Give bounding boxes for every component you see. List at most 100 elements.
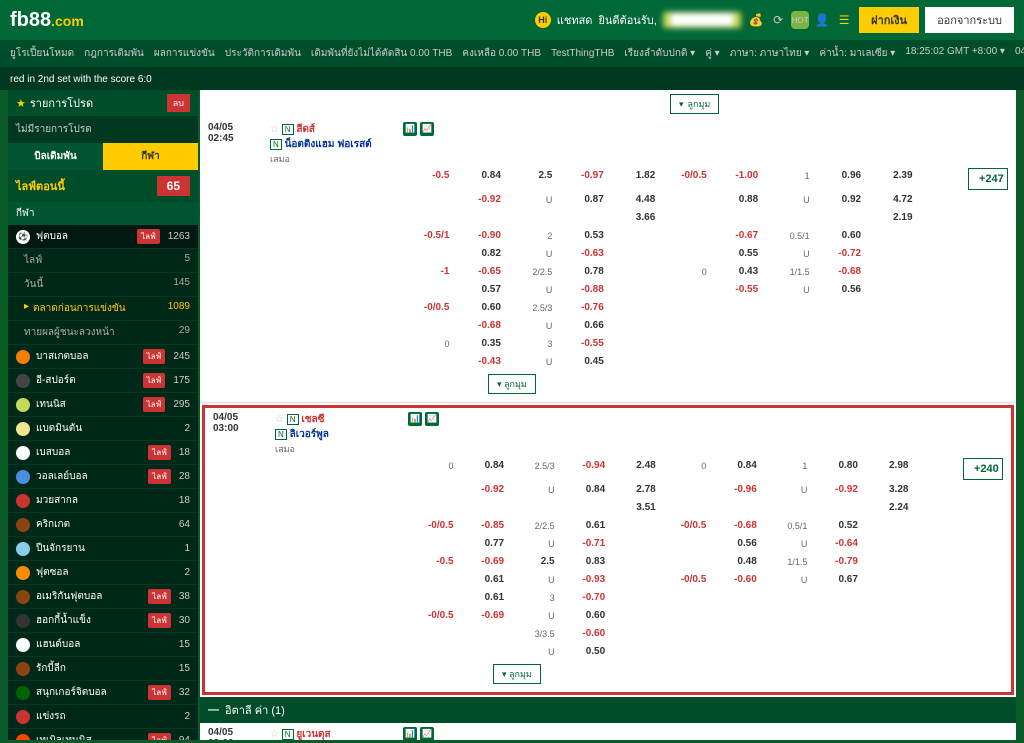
stat-icon[interactable]: 📈 [420, 727, 434, 740]
wallet-icon[interactable]: 💰 [747, 11, 765, 29]
odds-cell[interactable] [608, 300, 657, 316]
odds-cell[interactable] [458, 644, 507, 660]
odds-cell[interactable] [761, 626, 810, 642]
odds-cell[interactable] [761, 590, 810, 606]
deposit-button[interactable]: ฝากเงิน [859, 7, 919, 33]
sidebar-sport-item[interactable]: สนุกเกอร์จิตบอลไลฟ์32 [8, 681, 198, 705]
odds-cell[interactable]: 0.78 [556, 264, 605, 280]
odds-cell[interactable]: -0.68 [710, 518, 759, 534]
sidebar-sport-item[interactable]: เทเบิลเทนนิสไลฟ์94 [8, 729, 198, 740]
odds-cell[interactable]: 4.48 [608, 192, 657, 208]
odds-cell[interactable]: 3 [508, 590, 557, 606]
odds-cell[interactable]: U [505, 318, 554, 334]
odds-cell[interactable]: 2.5/3 [505, 300, 554, 316]
odds-cell[interactable] [609, 608, 658, 624]
more-bets-button[interactable]: +247 [968, 168, 1008, 190]
odds-cell[interactable]: 2.24 [862, 500, 911, 516]
odds-cell[interactable]: -0.76 [556, 300, 605, 316]
more-bets-button[interactable]: +240 [963, 458, 1003, 480]
odds-cell[interactable]: 2.39 [865, 168, 914, 184]
sidebar-sport-item[interactable]: เบสบอลไลฟ์18 [8, 441, 198, 465]
nav-item[interactable]: ผลการแข่งขัน [154, 46, 215, 61]
odds-cell[interactable]: -0.43 [453, 354, 502, 370]
odds-cell[interactable]: -0.79 [811, 554, 860, 570]
odds-cell[interactable]: -0/0.5 [660, 518, 709, 534]
odds-cell[interactable]: 3.51 [609, 500, 658, 516]
odds-cell[interactable]: 2/2.5 [508, 518, 557, 534]
odds-cell[interactable]: 1 [762, 168, 811, 184]
stat-icon[interactable]: 📊 [403, 727, 417, 740]
odds-cell[interactable]: 0.43 [711, 264, 760, 280]
odds-cell[interactable]: -0/0.5 [407, 608, 456, 624]
odds-cell[interactable] [659, 210, 708, 226]
odds-cell[interactable] [402, 318, 451, 334]
odds-cell[interactable] [912, 482, 961, 498]
odds-cell[interactable] [917, 300, 966, 316]
odds-cell[interactable]: U [761, 482, 810, 498]
odds-cell[interactable]: -0/0.5 [660, 572, 709, 588]
odds-cell[interactable] [608, 264, 657, 280]
odds-cell[interactable] [814, 210, 863, 226]
odds-cell[interactable]: U [505, 354, 554, 370]
odds-cell[interactable] [711, 318, 760, 334]
odds-cell[interactable] [814, 318, 863, 334]
odds-cell[interactable]: 0.55 [711, 246, 760, 262]
nav-item[interactable]: กฎการเดิมพัน [84, 46, 144, 61]
odds-cell[interactable]: -0.93 [559, 572, 608, 588]
sidebar-sport-item[interactable]: ปืนจักรยาน1 [8, 537, 198, 561]
odds-cell[interactable]: 0.35 [453, 336, 502, 352]
odds-cell[interactable] [660, 536, 709, 552]
odds-cell[interactable] [711, 336, 760, 352]
nav-sort[interactable]: เรียงลำดับปกติ ▾ [624, 46, 695, 61]
odds-cell[interactable]: 3.66 [608, 210, 657, 226]
odds-cell[interactable]: 0.57 [453, 282, 502, 298]
odds-cell[interactable]: -0.72 [814, 246, 863, 262]
odds-cell[interactable] [660, 608, 709, 624]
odds-cell[interactable] [865, 246, 914, 262]
odds-cell[interactable]: 0.60 [559, 608, 608, 624]
odds-cell[interactable] [659, 336, 708, 352]
odds-cell[interactable] [761, 644, 810, 660]
odds-cell[interactable] [912, 626, 961, 642]
odds-cell[interactable]: 0 [659, 264, 708, 280]
odds-cell[interactable] [659, 300, 708, 316]
user-icon[interactable]: 👤 [813, 11, 831, 29]
odds-cell[interactable]: 1/1.5 [761, 554, 810, 570]
odds-cell[interactable] [407, 626, 456, 642]
odds-cell[interactable]: 4.72 [865, 192, 914, 208]
sidebar-sport-item[interactable]: แข่งรถ2 [8, 705, 198, 729]
sidebar-sub-item[interactable]: ไลฟ์5 [8, 249, 198, 273]
odds-cell[interactable] [660, 644, 709, 660]
odds-cell[interactable] [865, 354, 914, 370]
odds-cell[interactable]: -0.85 [458, 518, 507, 534]
odds-cell[interactable]: 0.53 [556, 228, 605, 244]
odds-cell[interactable]: 2.19 [865, 210, 914, 226]
odds-cell[interactable]: -0.90 [453, 228, 502, 244]
odds-cell[interactable] [814, 354, 863, 370]
tab-sports[interactable]: กีฬา [103, 143, 198, 170]
odds-cell[interactable] [608, 228, 657, 244]
odds-cell[interactable] [711, 210, 760, 226]
odds-cell[interactable] [862, 590, 911, 606]
odds-cell[interactable] [407, 590, 456, 606]
odds-cell[interactable] [865, 336, 914, 352]
fav-star-icon[interactable]: ☆ [275, 414, 284, 425]
odds-cell[interactable]: U [762, 282, 811, 298]
odds-cell[interactable] [862, 626, 911, 642]
odds-cell[interactable]: 2.48 [609, 458, 658, 474]
logout-button[interactable]: ออกจากระบบ [925, 7, 1014, 33]
odds-cell[interactable]: 0.61 [458, 572, 507, 588]
odds-cell[interactable]: -0.63 [556, 246, 605, 262]
odds-cell[interactable]: 3 [505, 336, 554, 352]
odds-cell[interactable]: U [508, 644, 557, 660]
odds-cell[interactable]: 0.83 [559, 554, 608, 570]
odds-cell[interactable]: 0.92 [814, 192, 863, 208]
odds-cell[interactable]: 2.98 [862, 458, 911, 474]
odds-cell[interactable] [710, 626, 759, 642]
odds-cell[interactable]: 0.45 [556, 354, 605, 370]
odds-cell[interactable]: U [505, 282, 554, 298]
odds-cell[interactable] [917, 354, 966, 370]
odds-cell[interactable]: 0.84 [710, 458, 759, 474]
odds-cell[interactable]: 2 [505, 228, 554, 244]
odds-cell[interactable] [811, 590, 860, 606]
